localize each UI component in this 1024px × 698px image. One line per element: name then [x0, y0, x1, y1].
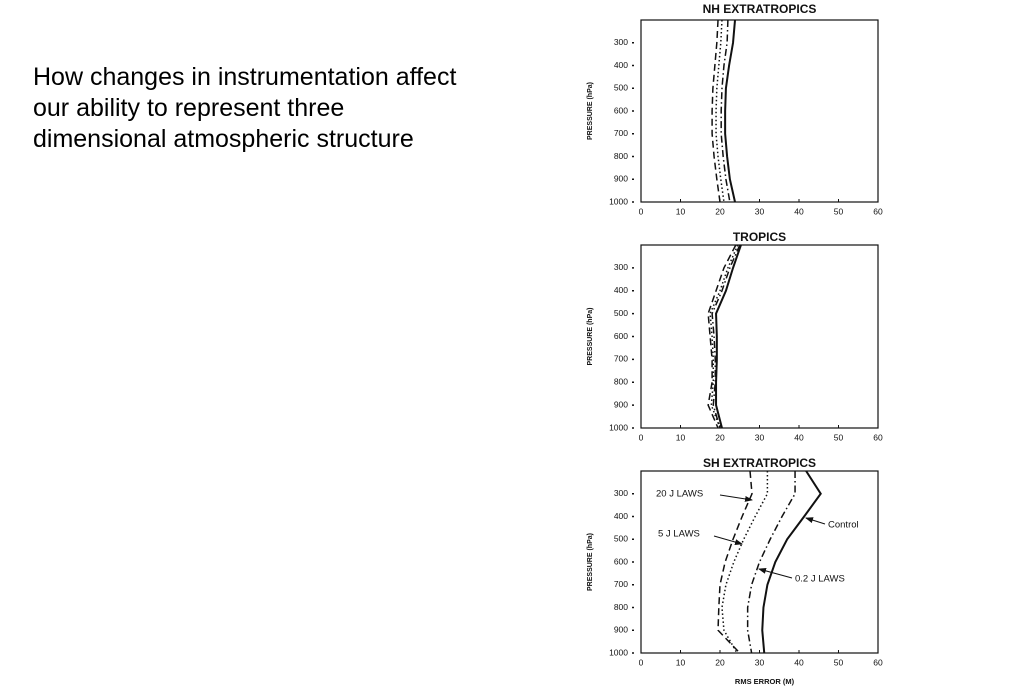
x-axis-label: RMS ERROR (M) — [735, 677, 795, 686]
y-tick-label: 600 — [614, 105, 628, 115]
x-tick-label: 0 — [639, 432, 644, 442]
x-tick-label: 60 — [873, 206, 883, 216]
y-tick-label: 900 — [614, 399, 628, 409]
profile-line — [724, 19, 737, 203]
series-annotation: 0.2 J LAWS — [795, 574, 845, 585]
y-tick-label: 900 — [614, 174, 628, 184]
x-tick-label: 10 — [676, 432, 686, 442]
chart-title: TROPICS — [733, 230, 786, 244]
annotation-arrow — [719, 494, 753, 502]
profile-line — [715, 19, 725, 203]
profile-line — [711, 19, 721, 203]
x-tick-label: 0 — [639, 206, 644, 216]
x-tick-label: 10 — [676, 657, 686, 667]
x-tick-label: 50 — [834, 206, 844, 216]
y-tick-label: 800 — [614, 602, 628, 612]
x-tick-label: 40 — [794, 657, 804, 667]
x-tick-label: 60 — [873, 432, 883, 442]
y-tick-label: 700 — [614, 579, 628, 589]
x-tick-label: 30 — [755, 657, 765, 667]
chart-title: SH EXTRATROPICS — [703, 456, 816, 470]
y-tick-label: 1000 — [609, 422, 628, 432]
y-axis-label: PRESSURE (hPa) — [587, 82, 594, 140]
series-annotation: Control — [828, 520, 859, 531]
x-tick-label: 50 — [834, 657, 844, 667]
x-tick-label: 20 — [715, 657, 725, 667]
x-tick-label: 50 — [834, 432, 844, 442]
y-tick-label: 500 — [614, 534, 628, 544]
y-tick-label: 700 — [614, 354, 628, 364]
y-axis-label: PRESSURE (hPa) — [587, 533, 594, 591]
y-tick-label: 300 — [614, 262, 628, 272]
x-tick-label: 40 — [794, 206, 804, 216]
x-tick-label: 0 — [639, 657, 644, 667]
annotation-arrow — [713, 535, 743, 545]
y-tick-label: 1000 — [609, 647, 628, 657]
profile-line — [746, 471, 796, 654]
y-tick-label: 400 — [614, 285, 628, 295]
y-tick-label: 1000 — [609, 196, 628, 206]
y-tick-label: 900 — [614, 625, 628, 635]
annotation-arrow — [805, 517, 826, 525]
x-tick-label: 30 — [755, 432, 765, 442]
profile-line — [709, 244, 739, 429]
annotation-arrow — [758, 567, 793, 579]
y-tick-label: 800 — [614, 377, 628, 387]
profile-line — [715, 244, 742, 429]
chart-title: NH EXTRATROPICS — [703, 2, 817, 16]
x-tick-label: 20 — [715, 206, 725, 216]
y-tick-label: 600 — [614, 331, 628, 341]
y-tick-label: 600 — [614, 556, 628, 566]
profile-line — [721, 471, 769, 654]
plot-frame — [640, 244, 879, 429]
x-tick-label: 10 — [676, 206, 686, 216]
profile-line — [707, 244, 737, 429]
profile-line — [717, 470, 753, 654]
y-tick-label: 500 — [614, 308, 628, 318]
series-annotation: 20 J LAWS — [656, 489, 703, 500]
y-tick-label: 300 — [614, 488, 628, 498]
x-tick-label: 30 — [755, 206, 765, 216]
profile-line — [720, 19, 731, 203]
y-axis-label: PRESSURE (hPa) — [587, 308, 594, 366]
y-tick-label: 700 — [614, 128, 628, 138]
x-tick-label: 20 — [715, 432, 725, 442]
y-tick-label: 400 — [614, 60, 628, 70]
x-tick-label: 60 — [873, 657, 883, 667]
plot-frame — [640, 19, 879, 203]
profile-line — [761, 470, 822, 654]
x-tick-label: 40 — [794, 432, 804, 442]
profile-line — [711, 244, 741, 429]
y-tick-label: 400 — [614, 511, 628, 521]
y-tick-label: 300 — [614, 37, 628, 47]
slide-text: How changes in instrumentation affect ou… — [33, 63, 457, 153]
y-tick-label: 500 — [614, 83, 628, 93]
series-annotation: 5 J LAWS — [658, 529, 700, 540]
y-tick-label: 800 — [614, 151, 628, 161]
